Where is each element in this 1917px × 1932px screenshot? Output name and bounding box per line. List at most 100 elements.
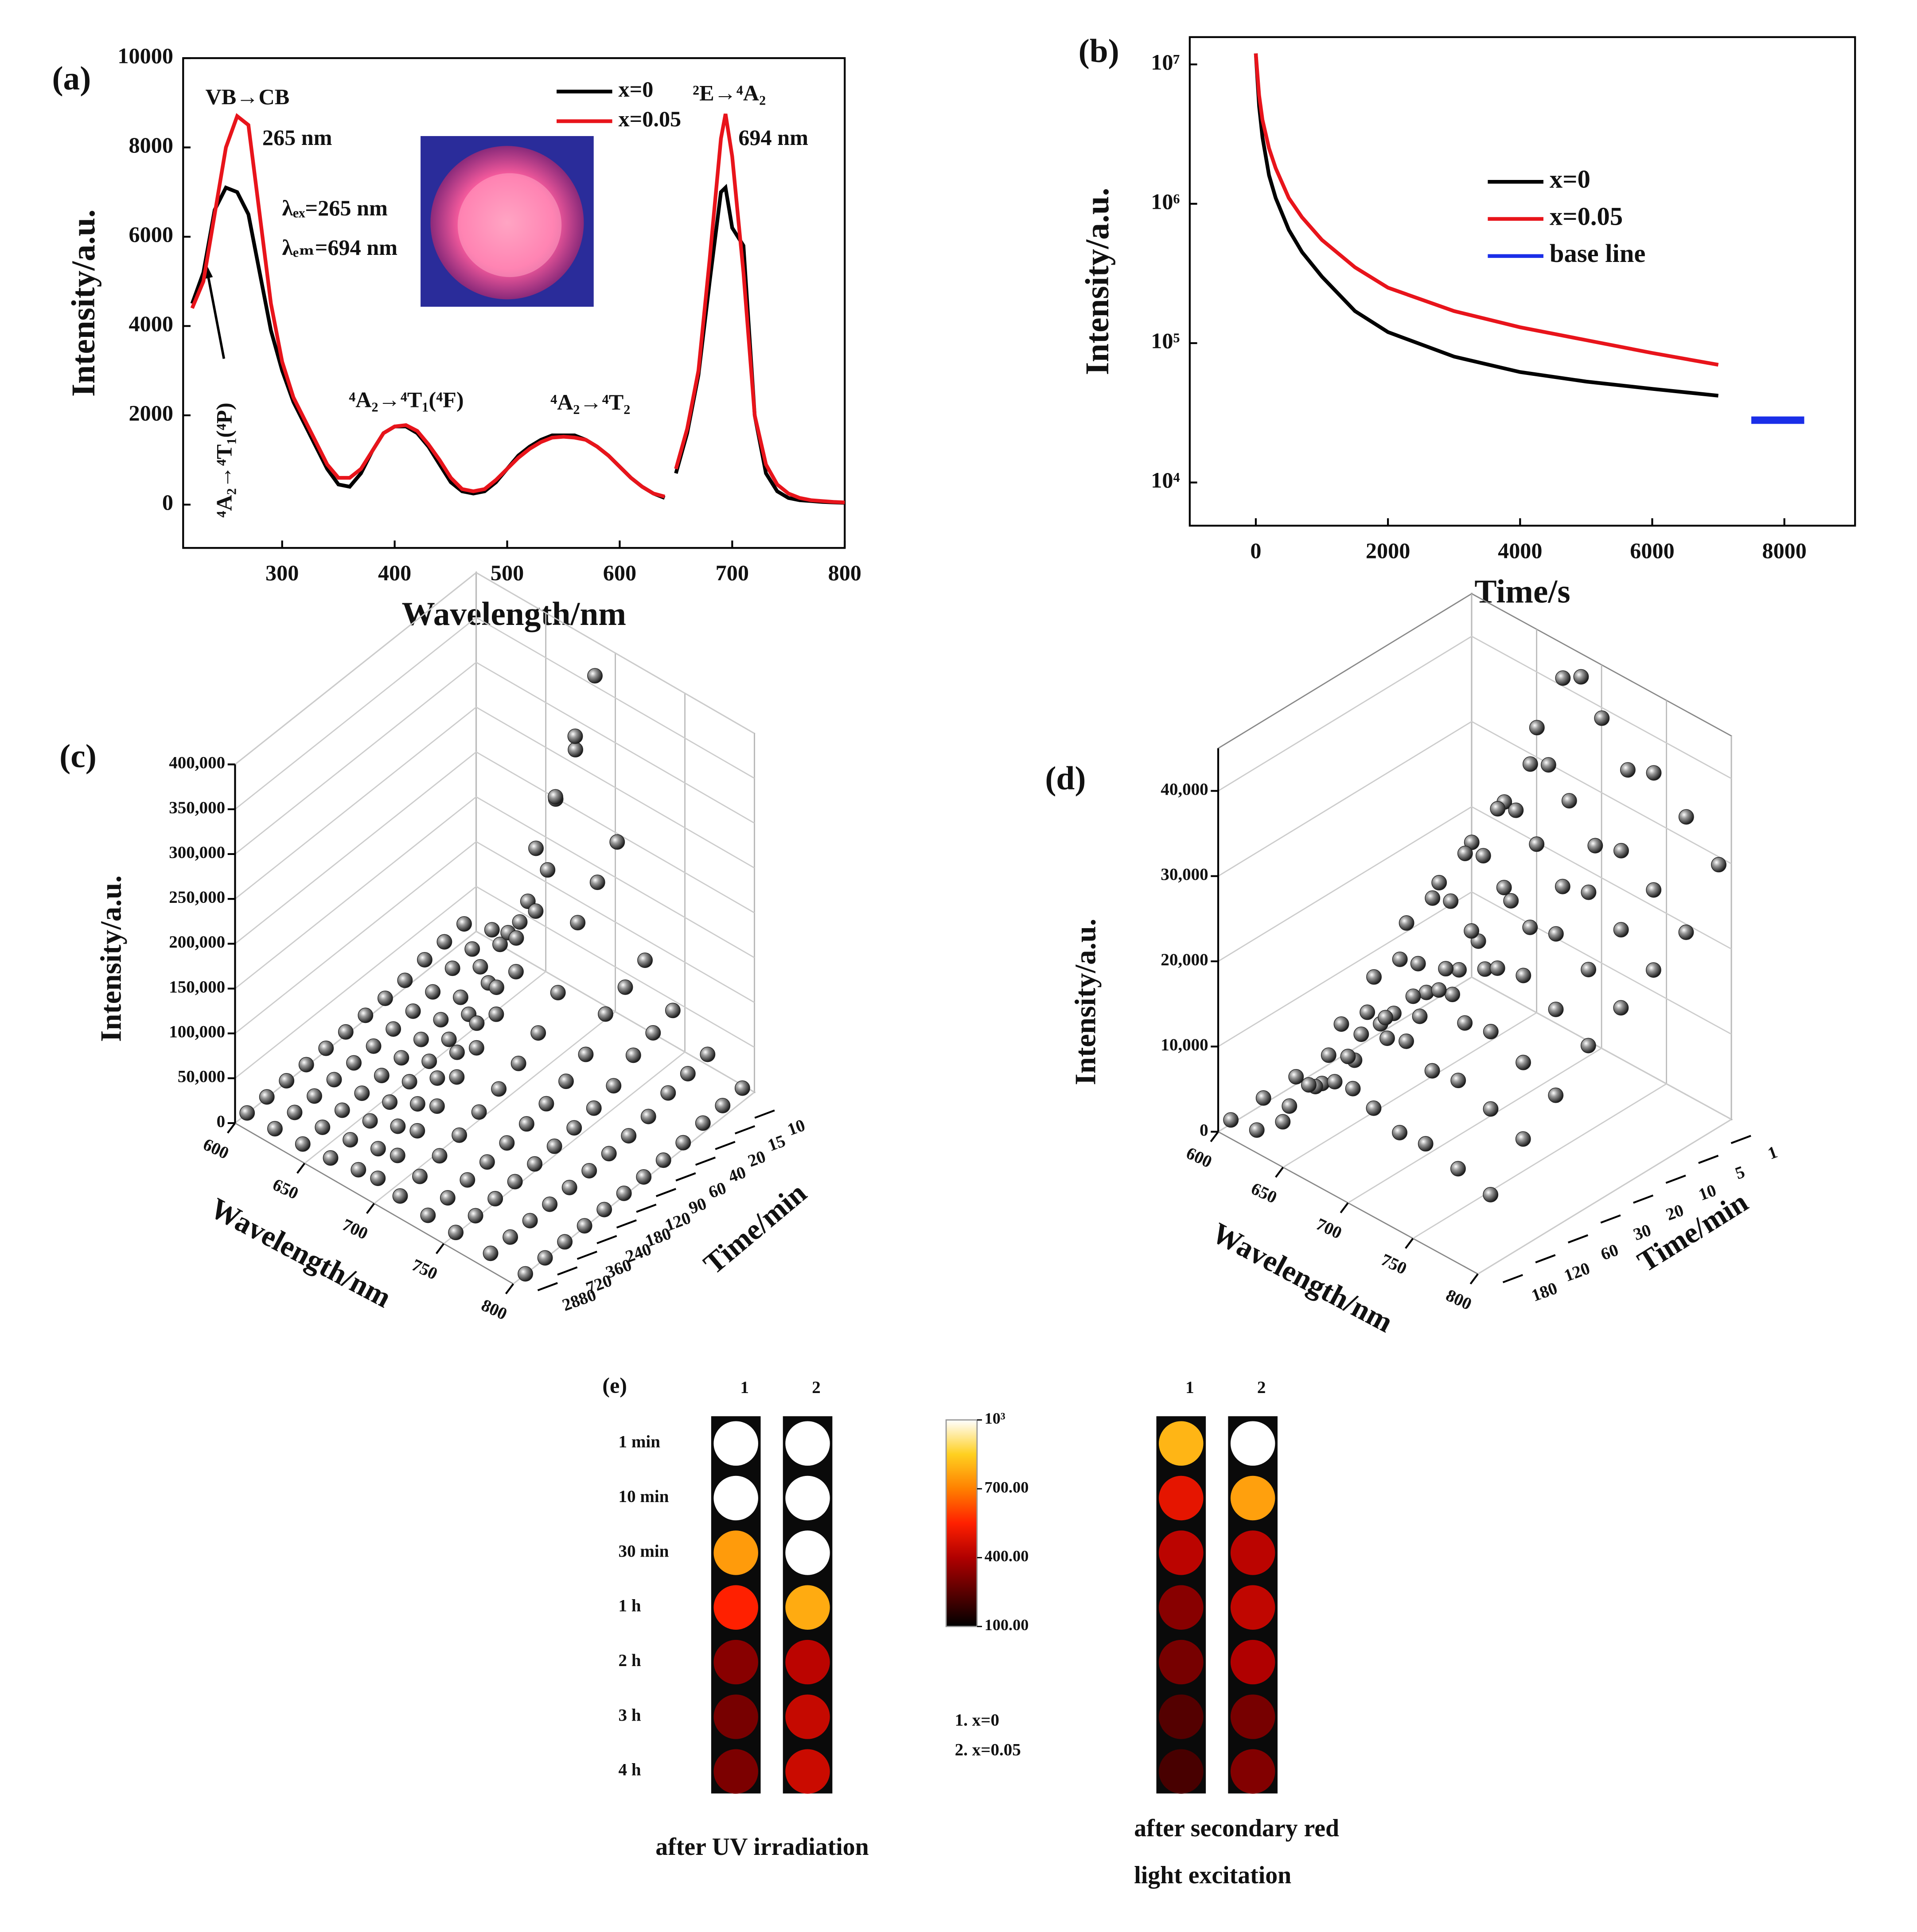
- grid-line: [234, 796, 755, 989]
- data-point: [537, 1250, 553, 1266]
- y-tick-label: 120: [1562, 1259, 1593, 1285]
- data-point: [1445, 987, 1461, 1003]
- data-point: [1581, 962, 1597, 978]
- data-point: [570, 915, 586, 931]
- y-tick: [616, 1219, 637, 1229]
- y-tick-label: 0: [162, 490, 173, 515]
- annotation: ⁴A₂→⁴T₁(⁴P): [211, 402, 236, 517]
- data-point: [1620, 762, 1636, 778]
- data-point: [1340, 1049, 1356, 1065]
- sample-spot: [713, 1639, 758, 1685]
- row-label: 4 h: [619, 1760, 641, 1780]
- data-point: [1516, 1054, 1531, 1070]
- y-tick-label: 180: [1529, 1279, 1560, 1305]
- note: 1. x=0: [955, 1711, 999, 1730]
- x-tick: [1275, 1167, 1284, 1178]
- y-tick: [1665, 1175, 1686, 1184]
- y-tick: [1567, 1234, 1589, 1244]
- x-tick-label: 600: [1183, 1144, 1215, 1172]
- data-point: [401, 1074, 417, 1090]
- x-tick-label: 700: [1313, 1214, 1344, 1243]
- data-point: [1613, 1000, 1629, 1016]
- colorbar-label: 100.00: [985, 1616, 1029, 1634]
- data-point: [542, 1196, 558, 1212]
- sample-spot: [713, 1585, 758, 1630]
- data-point: [362, 1113, 378, 1129]
- row-label: 10 min: [619, 1487, 669, 1506]
- colorbar: [945, 1419, 978, 1628]
- data-point: [326, 1072, 342, 1088]
- data-point: [567, 728, 583, 744]
- caption: light excitation: [1134, 1862, 1291, 1889]
- data-point: [386, 1021, 401, 1037]
- sample-spot: [785, 1421, 830, 1466]
- plot-frame: [1188, 36, 1856, 527]
- y-tick: [695, 1156, 716, 1166]
- data-point: [1438, 961, 1454, 977]
- z-tick-label: 250,000: [169, 888, 225, 907]
- x-axis-title: Time/s: [1474, 574, 1570, 610]
- data-point: [1282, 1098, 1297, 1114]
- data-point: [1451, 962, 1467, 978]
- y-tick-label: 40: [726, 1163, 748, 1187]
- data-point: [409, 1123, 425, 1139]
- y-tick-label: 60: [706, 1179, 729, 1202]
- y-tick: [655, 1188, 677, 1197]
- y-tick: [1600, 1214, 1621, 1224]
- data-point: [412, 1168, 428, 1184]
- annotation: ⁴A₂→⁴T₁(⁴F): [349, 387, 464, 412]
- legend-label: base line: [1550, 239, 1646, 268]
- y-axis-title: Intensity/a.u.: [1079, 187, 1116, 375]
- sample-spot: [785, 1749, 830, 1794]
- data-point: [1678, 924, 1694, 940]
- data-point: [1594, 710, 1610, 726]
- data-point: [530, 1025, 546, 1041]
- sample-spot: [1159, 1694, 1204, 1739]
- y-tick-label: 20: [745, 1147, 768, 1171]
- colorbar-label: 400.00: [985, 1547, 1029, 1565]
- x-tick: [366, 1203, 375, 1214]
- data-point: [528, 840, 544, 856]
- y-tick: [1535, 1254, 1556, 1264]
- y-tick-label: 10000: [117, 43, 173, 68]
- sample-spot: [785, 1530, 830, 1575]
- data-point: [420, 1207, 436, 1223]
- data-point: [1275, 1114, 1291, 1130]
- sample-spot: [1230, 1421, 1275, 1466]
- data-point: [540, 862, 556, 878]
- data-point: [1405, 988, 1421, 1004]
- panel-label: (e): [602, 1373, 627, 1398]
- data-point: [1548, 1001, 1564, 1017]
- y-tick: [557, 1266, 578, 1276]
- series-line: [1254, 53, 1719, 398]
- sample-spot: [1230, 1475, 1275, 1521]
- data-point: [609, 834, 625, 850]
- x-tick-label: 4000: [1498, 538, 1542, 563]
- series-line: [1254, 53, 1719, 367]
- data-point: [1540, 757, 1556, 773]
- data-point: [441, 1031, 457, 1047]
- x-tick-label: 300: [265, 560, 299, 585]
- y-tick-label: 10: [785, 1116, 807, 1140]
- data-point: [472, 959, 488, 975]
- data-point: [660, 1085, 676, 1101]
- data-point: [606, 1078, 622, 1094]
- data-point: [449, 1069, 465, 1085]
- x-tick-label: 600: [200, 1135, 232, 1163]
- data-point: [436, 934, 452, 950]
- x-tick-label: 500: [491, 560, 524, 585]
- y-tick-label: 60: [1598, 1240, 1621, 1264]
- data-point: [528, 903, 544, 919]
- data-point: [425, 984, 441, 1000]
- legend-label: x=0: [1550, 165, 1590, 194]
- data-point: [487, 1191, 503, 1206]
- data-point: [489, 980, 504, 995]
- data-point: [239, 1105, 255, 1121]
- data-point: [621, 1128, 637, 1144]
- y-tick-label: 10⁵: [1151, 328, 1180, 353]
- series-line: [190, 113, 845, 504]
- sample-spot: [1230, 1530, 1275, 1575]
- data-point: [561, 1179, 577, 1195]
- data-point: [566, 1120, 582, 1136]
